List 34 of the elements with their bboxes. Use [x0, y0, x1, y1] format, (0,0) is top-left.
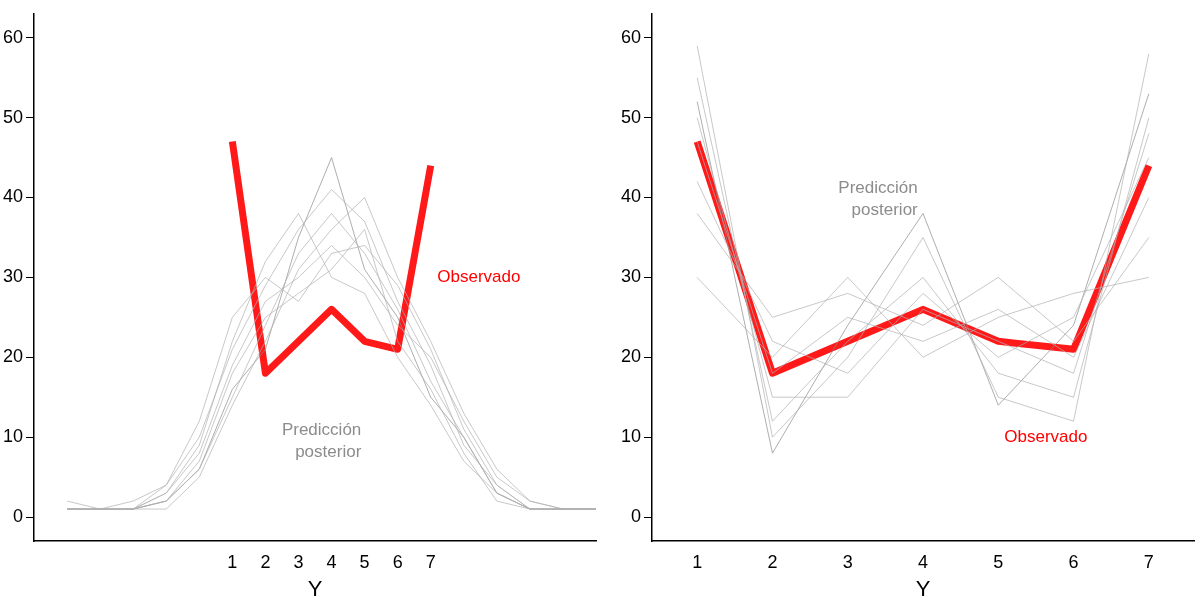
y-tick-label: 20: [2, 346, 24, 367]
x-tick-label: 6: [1068, 551, 1079, 572]
x-tick-label: 3: [293, 551, 304, 572]
y-tick-label: 0: [631, 506, 642, 527]
x-tick-label: 4: [918, 551, 929, 572]
y-tick-label: 0: [13, 506, 24, 527]
y-tick-label: 30: [620, 266, 642, 287]
y-tick-label: 40: [2, 186, 24, 207]
y-tick-label: 10: [2, 426, 24, 447]
y-tick-label: 60: [620, 26, 642, 47]
y-tick-label: 30: [2, 266, 24, 287]
series-label: Observado: [437, 267, 521, 287]
x-tick-label: 1: [227, 551, 238, 572]
y-tick-label: 20: [620, 346, 642, 367]
y-tick-label: 60: [2, 26, 24, 47]
x-tick-label: 5: [993, 551, 1004, 572]
y-tick-label: 50: [2, 106, 24, 127]
x-tick-label: 5: [359, 551, 370, 572]
y-tick-label: 50: [620, 106, 642, 127]
x-tick-label: 4: [326, 551, 337, 572]
y-tick-label: 40: [620, 186, 642, 207]
text: Predicción posterior: [281, 420, 362, 462]
x-tick-label: 2: [260, 551, 271, 572]
x-tick-label: 7: [425, 551, 436, 572]
x-tick-label: 6: [392, 551, 403, 572]
series-label: Predicción posterior: [838, 177, 919, 219]
y-tick-label: 10: [620, 426, 642, 447]
x-tick-label: 7: [1143, 551, 1154, 572]
text: Observado: [1004, 426, 1088, 446]
x-tick-label: 3: [842, 551, 853, 572]
x-tick-label: 1: [692, 551, 703, 572]
x-tick-label: 2: [767, 551, 778, 572]
x-axis-title: Y: [915, 575, 931, 601]
x-axis-title: Y: [307, 575, 323, 601]
